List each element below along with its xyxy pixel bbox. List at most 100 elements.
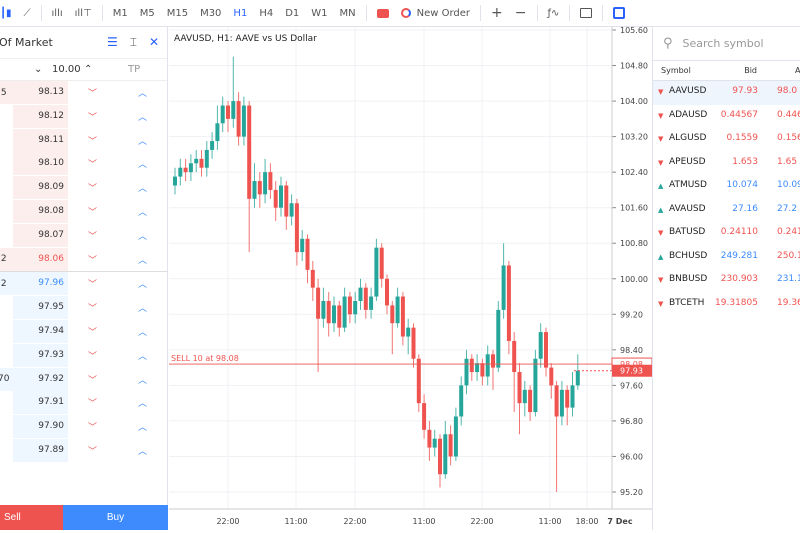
timeframe-w1[interactable]: W1: [311, 7, 328, 19]
sell-chevron-icon[interactable]: ﹀: [88, 399, 98, 410]
sell-button[interactable]: Sell: [0, 505, 63, 530]
buy-chevron-icon[interactable]: ︿: [138, 351, 148, 362]
watchlist-row[interactable]: ▼ ALGUSD 0.1559 0.156: [653, 128, 800, 152]
dom-price[interactable]: 98.06: [0, 247, 68, 271]
dom-price[interactable]: 97.92: [0, 367, 68, 391]
sell-chevron-icon[interactable]: ﹀: [88, 231, 98, 242]
buy-chevron-icon[interactable]: ︿: [138, 447, 148, 457]
timeframe-m30[interactable]: M30: [200, 7, 222, 19]
candle-body: [194, 158, 199, 164]
calendar-icon[interactable]: [574, 0, 598, 27]
dom-price[interactable]: 97.93: [0, 343, 68, 367]
watchlist-row[interactable]: ▼ ADAUSD 0.44567 0.446: [653, 105, 800, 129]
dom-price[interactable]: 97.96: [0, 272, 68, 296]
buy-chevron-icon[interactable]: ︿: [138, 136, 148, 147]
buy-chevron-icon[interactable]: ︿: [138, 328, 148, 338]
timeframe-mn[interactable]: MN: [339, 7, 356, 19]
buy-chevron-icon[interactable]: ︿: [138, 375, 148, 386]
depth-of-market-icon[interactable]: [607, 0, 631, 27]
buy-chevron-icon[interactable]: ︿: [138, 160, 148, 171]
buy-chevron-icon[interactable]: ︿: [138, 184, 148, 195]
one-click-icon[interactable]: [371, 0, 395, 27]
volume-decrease-icon[interactable]: ⌄: [34, 64, 43, 75]
sell-chevron-icon[interactable]: ﹀: [88, 328, 98, 338]
candle-body: [469, 358, 474, 373]
dom-price[interactable]: 97.89: [0, 439, 68, 462]
sell-chevron-icon[interactable]: ﹀: [88, 136, 98, 147]
buy-chevron-icon[interactable]: ︿: [138, 423, 148, 434]
watchlist-row[interactable]: ▼ APEUSD 1.653 1.65: [653, 152, 800, 176]
timeframe-h1[interactable]: H1: [233, 7, 248, 19]
ask-price: 1.65: [777, 156, 798, 167]
collapse-icon[interactable]: ⌶: [129, 35, 137, 49]
ask-column-header[interactable]: A: [795, 66, 800, 75]
bid-column-header[interactable]: Bid: [744, 66, 757, 75]
close-icon[interactable]: ✕: [148, 35, 159, 49]
watchlist-row[interactable]: ▲ BCHUSD 249.281 250.14: [653, 246, 800, 270]
buy-chevron-icon[interactable]: ︿: [138, 112, 148, 123]
dom-price[interactable]: 98.12: [0, 104, 68, 128]
volume-bar: [0, 296, 13, 320]
bar-chart-icon[interactable]: ıllı: [51, 7, 63, 19]
dom-price[interactable]: 98.08: [0, 200, 68, 223]
dom-price[interactable]: 98.07: [0, 223, 68, 247]
buy-chevron-icon[interactable]: ︿: [138, 255, 148, 266]
timeframe-m1[interactable]: M1: [112, 7, 128, 19]
sell-chevron-icon[interactable]: ﹀: [88, 208, 98, 218]
sell-chevron-icon[interactable]: ﹀: [88, 89, 98, 99]
dom-price[interactable]: 97.91: [0, 391, 68, 415]
buy-button[interactable]: Buy: [63, 505, 168, 530]
volume-icon[interactable]: ıll⊤: [74, 7, 92, 19]
sell-chevron-icon[interactable]: ﹀: [88, 184, 98, 195]
timeframe-m15[interactable]: M15: [166, 7, 189, 19]
candle-body: [241, 105, 246, 137]
zoom-in-icon[interactable]: +: [491, 5, 503, 21]
chart-canvas[interactable]: 105.60 104.80 104.00 103.20 102.40 101.60 100.…: [169, 26, 653, 530]
zoom-out-icon[interactable]: −: [514, 5, 527, 21]
dom-price[interactable]: 97.94: [0, 320, 68, 343]
sell-chevron-icon[interactable]: ﹀: [88, 375, 98, 386]
line-chart-icon[interactable]: ⟋: [23, 7, 31, 19]
search-symbol-field[interactable]: ⚲ Search symbol: [653, 27, 800, 61]
candles-icon[interactable]: ┃▮: [0, 7, 12, 19]
candle-body: [575, 370, 580, 386]
sell-chevron-icon[interactable]: ﹀: [88, 255, 98, 266]
watchlist-row[interactable]: ▼ BNBUSD 230.903 231.10: [653, 269, 800, 293]
sell-chevron-icon[interactable]: ﹀: [88, 351, 98, 362]
volume-increase-icon[interactable]: ⌃: [84, 64, 93, 75]
watchlist-row[interactable]: ▲ ATMUSD 10.074 10.09: [653, 175, 800, 199]
watchlist-row[interactable]: ▲ AVAUSD 27.16 27.2: [653, 199, 800, 223]
symbol-column-header[interactable]: Symbol: [661, 66, 691, 75]
buy-chevron-icon[interactable]: ︿: [138, 231, 148, 242]
new-order-button[interactable]: New Order: [395, 0, 476, 27]
buy-chevron-icon[interactable]: ︿: [138, 399, 148, 410]
timeframe-h4[interactable]: H4: [259, 7, 274, 19]
buy-chevron-icon[interactable]: ︿: [138, 304, 148, 315]
sell-chevron-icon[interactable]: ﹀: [88, 112, 98, 123]
watchlist-row[interactable]: ▼ AAVUSD 97.93 98.0: [653, 81, 800, 105]
dom-price[interactable]: 98.13: [0, 81, 68, 104]
dom-price[interactable]: 97.95: [0, 296, 68, 320]
symbol-name: AAVUSD: [669, 86, 707, 96]
watchlist-row[interactable]: ▼ BATUSD 0.24110 0.2413: [653, 222, 800, 246]
buy-chevron-icon[interactable]: ︿: [138, 280, 148, 291]
sell-chevron-icon[interactable]: ﹀: [88, 280, 98, 291]
indicators-icon[interactable]: ƒ∿: [547, 7, 560, 19]
watchlist-row[interactable]: ▼ BTCETH 19.31805 19.3665: [653, 293, 800, 317]
dom-price[interactable]: 98.09: [0, 176, 68, 200]
price-chart[interactable]: 105.60 104.80 104.00 103.20 102.40 101.60 100.…: [169, 26, 653, 530]
dom-price[interactable]: 98.11: [0, 128, 68, 152]
candle-body: [300, 238, 305, 253]
sell-chevron-icon[interactable]: ﹀: [88, 160, 98, 171]
center-icon[interactable]: ☰: [106, 35, 118, 49]
sell-chevron-icon[interactable]: ﹀: [88, 447, 98, 457]
buy-chevron-icon[interactable]: ︿: [138, 89, 148, 99]
sell-chevron-icon[interactable]: ﹀: [88, 423, 98, 434]
timeframe-d1[interactable]: D1: [285, 7, 300, 19]
buy-chevron-icon[interactable]: ︿: [138, 208, 148, 218]
volume-input[interactable]: 10.00: [52, 64, 81, 75]
dom-price[interactable]: 97.90: [0, 415, 68, 439]
dom-price[interactable]: 98.10: [0, 152, 68, 176]
timeframe-m5[interactable]: M5: [139, 7, 155, 19]
sell-chevron-icon[interactable]: ﹀: [88, 304, 98, 315]
